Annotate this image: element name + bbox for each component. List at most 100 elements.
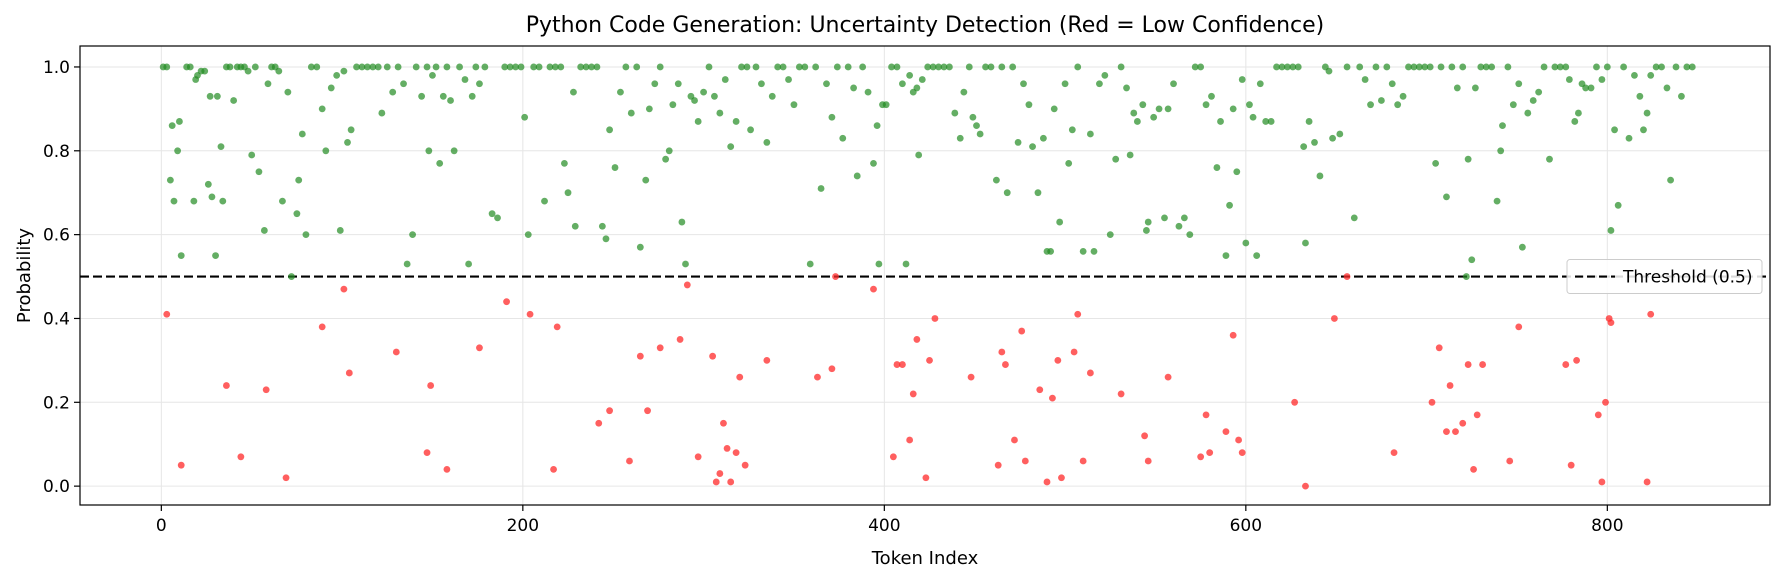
- high-confidence-point: [1593, 63, 1600, 71]
- low-confidence-point: [1459, 419, 1467, 427]
- high-confidence-point: [353, 63, 360, 71]
- high-confidence-point: [1603, 63, 1611, 71]
- high-confidence-point: [461, 76, 469, 83]
- high-confidence-point: [1068, 126, 1076, 134]
- low-confidence-point: [1235, 436, 1242, 444]
- low-confidence-point: [656, 344, 664, 352]
- x-tick-label: 200: [507, 516, 539, 536]
- low-confidence-point: [423, 449, 431, 457]
- high-confidence-point: [1336, 130, 1344, 138]
- high-confidence-point: [1504, 63, 1512, 71]
- high-confidence-point: [1079, 247, 1087, 255]
- x-tick-label: 400: [868, 516, 900, 536]
- low-confidence-point: [443, 465, 451, 473]
- high-confidence-point: [1039, 134, 1047, 142]
- high-confidence-point: [1106, 231, 1114, 239]
- high-confidence-point: [166, 176, 174, 184]
- y-tick-label: 0.4: [43, 309, 70, 329]
- high-confidence-point: [1050, 105, 1058, 113]
- low-confidence-point: [1079, 457, 1087, 465]
- high-confidence-point: [1003, 189, 1011, 197]
- high-confidence-point: [1625, 134, 1633, 142]
- high-confidence-point: [521, 113, 529, 121]
- high-confidence-point: [174, 147, 182, 155]
- low-confidence-point: [1598, 478, 1606, 486]
- high-confidence-point: [248, 151, 256, 159]
- low-confidence-point: [716, 470, 724, 477]
- high-confidence-point: [606, 126, 613, 134]
- high-confidence-point: [913, 84, 921, 92]
- high-confidence-point: [1459, 63, 1467, 71]
- low-confidence-point: [1002, 361, 1009, 368]
- high-confidence-point: [1329, 134, 1336, 142]
- high-confidence-point: [465, 260, 473, 268]
- high-confidence-point: [1462, 273, 1470, 280]
- high-confidence-point: [255, 168, 263, 176]
- high-confidence-point: [1468, 256, 1476, 264]
- high-confidence-point: [1123, 84, 1130, 92]
- high-confidence-point: [494, 214, 501, 222]
- high-confidence-point: [468, 92, 476, 100]
- high-confidence-point: [1377, 97, 1385, 104]
- low-confidence-point: [814, 373, 821, 381]
- high-confidence-point: [340, 67, 348, 75]
- low-confidence-point: [318, 323, 326, 331]
- high-confidence-point: [177, 252, 185, 259]
- high-confidence-point: [1448, 63, 1456, 71]
- legend-threshold-label: Threshold (0.5): [1622, 268, 1752, 288]
- high-confidence-point: [617, 88, 624, 96]
- high-confidence-point: [230, 97, 238, 104]
- high-confidence-point: [732, 118, 740, 125]
- high-confidence-point: [738, 63, 745, 71]
- low-confidence-point: [595, 419, 603, 427]
- y-tick-label: 0.6: [43, 226, 70, 246]
- low-confidence-point: [909, 390, 917, 398]
- high-confidence-point: [1471, 84, 1479, 92]
- high-confidence-point: [284, 88, 292, 96]
- low-confidence-point: [709, 352, 717, 360]
- high-confidence-point: [1170, 80, 1177, 88]
- high-confidence-point: [924, 63, 932, 71]
- high-confidence-point: [1065, 159, 1073, 167]
- high-confidence-point: [307, 63, 315, 71]
- high-confidence-point: [1273, 63, 1280, 71]
- high-confidence-point: [602, 235, 610, 243]
- high-confidence-point: [882, 101, 890, 109]
- low-confidence-point: [994, 461, 1002, 469]
- high-confidence-point: [1350, 214, 1358, 222]
- low-confidence-point: [967, 373, 975, 381]
- high-confidence-point: [1598, 76, 1606, 83]
- high-confidence-point: [973, 122, 980, 130]
- high-confidence-point: [288, 273, 295, 280]
- high-confidence-point: [1652, 63, 1660, 71]
- high-confidence-point: [447, 97, 454, 104]
- high-confidence-point: [711, 92, 718, 100]
- high-confidence-point: [682, 260, 689, 268]
- high-confidence-point: [633, 63, 641, 71]
- low-confidence-point: [550, 465, 557, 473]
- high-confidence-point: [1238, 76, 1246, 83]
- low-confidence-point: [1562, 361, 1570, 368]
- high-confidence-point: [1191, 63, 1199, 71]
- high-confidence-point: [1256, 80, 1264, 88]
- high-confidence-point: [512, 63, 520, 71]
- high-confidence-point: [1688, 63, 1696, 71]
- low-confidence-point: [1594, 411, 1602, 419]
- high-confidence-point: [1316, 172, 1324, 180]
- high-confidence-point: [456, 63, 463, 71]
- high-confidence-point: [1571, 118, 1579, 125]
- high-confidence-point: [987, 63, 995, 71]
- y-tick-label: 0.8: [43, 142, 70, 162]
- high-confidence-point: [1415, 63, 1423, 71]
- high-confidence-point: [888, 63, 895, 71]
- high-confidence-point: [383, 63, 391, 71]
- high-confidence-point: [1155, 105, 1163, 113]
- high-confidence-point: [436, 159, 444, 167]
- high-confidence-point: [1607, 227, 1615, 234]
- high-confidence-point: [873, 122, 881, 130]
- high-confidence-point: [1678, 92, 1685, 100]
- high-confidence-point: [369, 63, 377, 71]
- high-confidence-point: [488, 210, 496, 218]
- high-confidence-point: [598, 222, 606, 230]
- high-confidence-point: [279, 197, 286, 205]
